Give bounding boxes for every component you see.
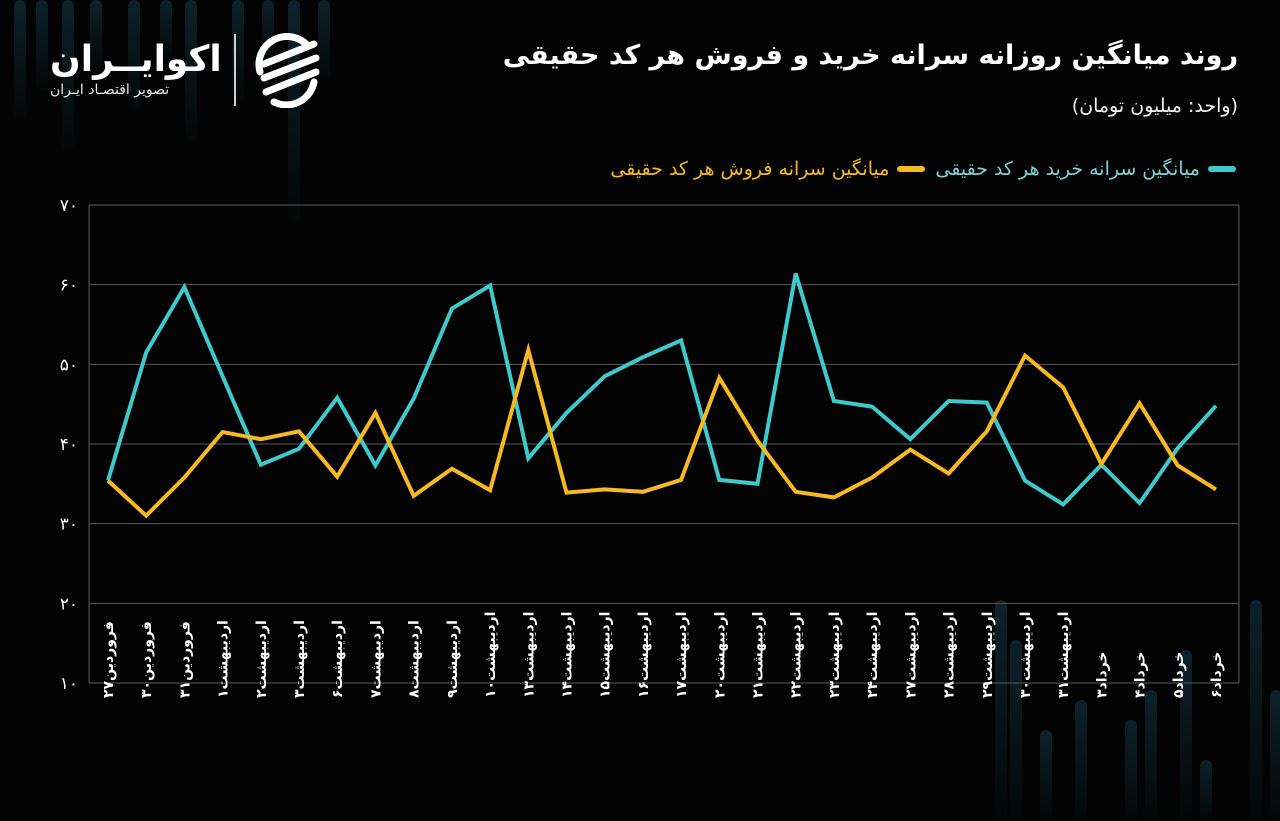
logo-text: اکوایــران تصویر اقتصـاد ایـران: [50, 40, 222, 100]
x-tick-label: اردیبهشت۲۱: [751, 612, 767, 698]
legend-label-sell: میانگین سرانه فروش هر کد حقیقی: [610, 158, 890, 180]
y-tick-label: ۲۰: [60, 594, 78, 614]
x-tick-label: اردیبهشت۲۰: [712, 612, 728, 698]
y-tick-label: ۵۰: [60, 355, 78, 375]
x-tick-label: اردیبهشت۸: [407, 620, 423, 698]
logo-tagline: تصویر اقتصـاد ایـران: [50, 82, 170, 98]
x-tick-label: فروردین۲۷: [101, 621, 117, 698]
x-tick-label: اردیبهشت۱۵: [598, 612, 614, 698]
x-tick-label: اردیبهشت۱۶: [636, 612, 652, 698]
legend-label-buy: میانگین سرانه خرید هر کد حقیقی: [935, 158, 1200, 180]
ecoiran-swirl-logo-icon: [255, 33, 320, 108]
x-tick-label: اردیبهشت۲۲: [789, 612, 805, 698]
chart-unit-subtitle: (واحد: میلیون تومان): [1071, 95, 1238, 117]
x-tick-label: خرداد۶: [1209, 651, 1225, 698]
legend-swatch-sell-icon: [897, 166, 926, 172]
y-tick-label: ۷۰: [60, 196, 78, 216]
chart-gridlines: [88, 204, 1240, 684]
y-tick-label: ۴۰: [60, 435, 78, 455]
x-tick-label: اردیبهشت۳۱: [1056, 612, 1072, 698]
x-tick-label: اردیبهشت۱۰: [483, 612, 499, 698]
x-tick-label: اردیبهشت۱۷: [674, 612, 690, 698]
chart-legend: میانگین سرانه خرید هر کد حقیقی میانگین س…: [610, 158, 1236, 180]
y-tick-label: ۶۰: [60, 276, 78, 296]
y-tick-label: ۱۰: [60, 674, 78, 694]
x-tick-label: اردیبهشت۲۳: [827, 612, 843, 698]
x-tick-label: خرداد۵: [1171, 651, 1187, 698]
legend-item-sell: میانگین سرانه فروش هر کد حقیقی: [610, 158, 926, 180]
chart-series-lines: [106, 272, 1218, 519]
x-tick-label: اردیبهشت۱: [216, 620, 232, 698]
x-tick-label: اردیبهشت۲: [254, 620, 270, 698]
legend-item-buy: میانگین سرانه خرید هر کد حقیقی: [935, 158, 1236, 180]
legend-swatch-buy-icon: [1208, 166, 1236, 172]
x-tick-label: اردیبهشت۲۴: [865, 612, 881, 698]
x-tick-label: اردیبهشت۲۸: [942, 612, 958, 698]
x-tick-label: اردیبهشت۷: [368, 620, 384, 698]
x-tick-label: اردیبهشت۱۳: [521, 612, 537, 698]
x-tick-label: اردیبهشت۱۴: [559, 612, 575, 698]
x-tick-label: خرداد۴: [1133, 651, 1149, 698]
series-line-buy: [106, 272, 1218, 508]
y-axis-ticks: ۱۰ ۲۰ ۳۰ ۴۰ ۵۰ ۶۰ ۷۰: [60, 196, 78, 694]
x-tick-label: فروردین۳۱: [177, 621, 193, 698]
y-tick-label: ۳۰: [60, 515, 78, 535]
x-tick-label: اردیبهشت۲۹: [980, 612, 996, 698]
chart-title: روند میانگین روزانه سرانه خرید و فروش هر…: [502, 40, 1238, 71]
brand-logo: اکوایــران تصویر اقتصـاد ایـران: [50, 32, 324, 108]
x-tick-label: فروردین۳۰: [139, 621, 155, 698]
x-tick-label: اردیبهشت۳: [292, 620, 308, 698]
x-tick-label: اردیبهشت۹: [445, 620, 461, 698]
x-axis-ticks: فروردین۲۷ فروردین۳۰ فروردین۳۱ اردیبهشت۱ اردی…: [101, 612, 1225, 698]
x-tick-label: اردیبهشت۳۰: [1018, 612, 1034, 698]
x-tick-label: اردیبهشت۶: [330, 620, 346, 698]
logo-divider: [233, 34, 236, 106]
x-tick-label: اردیبهشت۲۷: [903, 612, 919, 698]
logo-name: اکوایــران: [50, 39, 222, 80]
series-line-sell: [106, 342, 1218, 519]
x-tick-label: خرداد۳: [1094, 651, 1110, 698]
